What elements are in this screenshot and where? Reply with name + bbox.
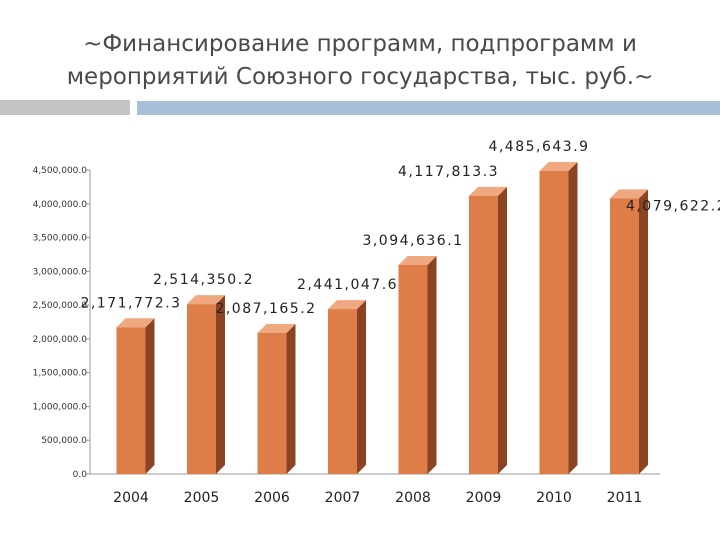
x-tick-label: 2004 xyxy=(113,490,149,506)
x-tick-label: 2005 xyxy=(184,490,220,506)
bar-2008 xyxy=(398,255,437,474)
bar-top-face xyxy=(398,255,437,265)
bar-top-face xyxy=(187,295,225,305)
data-label: 4,485,643.9 xyxy=(488,139,589,155)
chart-title: ~Финансирование программ, подпрограмм и … xyxy=(66,31,654,90)
data-label: 2,441,047.6 xyxy=(297,277,398,293)
bar-front-face xyxy=(398,264,428,474)
bar-side-face xyxy=(286,324,296,474)
bar-side-face xyxy=(427,255,437,474)
bar-front-face xyxy=(328,309,357,474)
y-tick-label: 2,000,000.0 xyxy=(33,335,88,345)
y-tick-label: 2,500,000.0 xyxy=(33,301,88,311)
x-tick-label: 2007 xyxy=(325,490,361,506)
bar-side-face xyxy=(568,161,578,474)
y-tick-label: 4,500,000.0 xyxy=(33,166,88,176)
bar-front-face xyxy=(257,333,287,474)
bar-front-face xyxy=(539,170,569,474)
data-label: 2,514,350.2 xyxy=(153,272,254,288)
bar-2011 xyxy=(610,189,648,474)
title-underline-grey xyxy=(0,100,130,115)
bar-side-face xyxy=(216,295,225,474)
y-tick-label: 0.0 xyxy=(73,470,88,480)
data-label: 3,094,636.1 xyxy=(362,233,463,249)
bar-front-face xyxy=(116,327,146,474)
data-label: 4,079,622.2 xyxy=(626,198,720,214)
data-labels: 2,171,772.3 2,514,350.2 2,087,165.2 2,441,0… xyxy=(80,139,720,317)
bar-top-face xyxy=(469,186,507,196)
bar-top-face xyxy=(610,189,648,199)
bars xyxy=(116,161,648,474)
x-tick-label: 2009 xyxy=(466,490,502,506)
x-tick-label: 2011 xyxy=(607,490,643,506)
y-tick-label: 500,000.0 xyxy=(41,436,87,446)
bar-front-face xyxy=(469,195,498,474)
data-label: 2,171,772.3 xyxy=(80,295,181,311)
bar-top-face xyxy=(539,161,578,171)
y-tick-label: 1,500,000.0 xyxy=(33,369,88,379)
bar-side-face xyxy=(498,186,507,474)
y-tick-label: 3,500,000.0 xyxy=(33,234,88,244)
y-tick-label: 3,000,000.0 xyxy=(33,267,88,277)
x-tick-label: 2010 xyxy=(536,490,572,506)
bar-side-face xyxy=(639,189,648,474)
title-underline-blue xyxy=(137,101,720,115)
bar-2009 xyxy=(469,186,507,474)
data-label: 4,117,813.3 xyxy=(398,164,499,180)
bar-top-face xyxy=(257,324,296,334)
bar-2005 xyxy=(187,295,225,474)
bar-2007 xyxy=(328,300,366,474)
bar-side-face xyxy=(145,318,155,474)
bar-2004 xyxy=(116,318,155,474)
bar-front-face xyxy=(610,198,639,474)
y-tick-label: 4,000,000.0 xyxy=(33,200,88,210)
x-tick-label: 2008 xyxy=(395,490,431,506)
x-tick-label: 2006 xyxy=(254,490,290,506)
bar-top-face xyxy=(116,318,155,328)
y-tick-label: 1,000,000.0 xyxy=(33,402,88,412)
data-label: 2,087,165.2 xyxy=(215,301,316,317)
bar-side-face xyxy=(357,300,366,474)
bar-front-face xyxy=(187,304,216,474)
bar-2010 xyxy=(539,161,578,474)
bar-2006 xyxy=(257,324,296,474)
bar-top-face xyxy=(328,300,366,310)
